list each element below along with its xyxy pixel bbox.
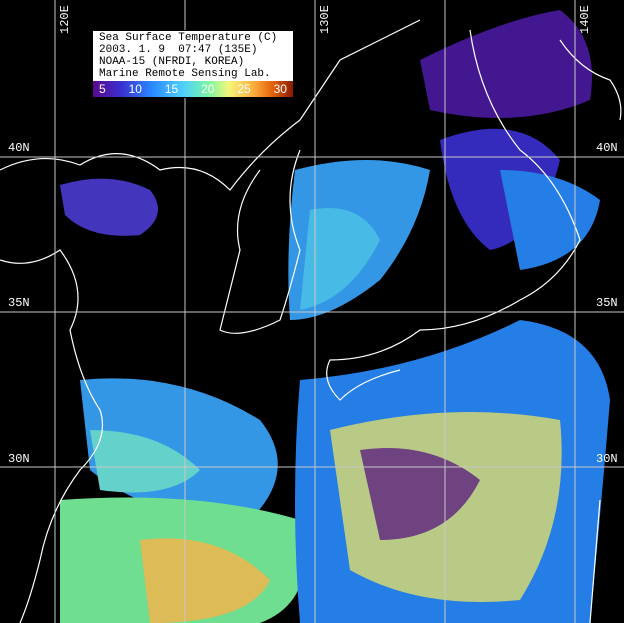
- lat-label-35n-left: 35N: [8, 296, 30, 310]
- scale-tick: 10: [128, 82, 142, 96]
- lon-label-120e: 120E: [58, 5, 72, 34]
- lon-label-140e: 140E: [578, 5, 592, 34]
- legend-satellite: NOAA-15 (NFRDI, KOREA): [99, 56, 245, 68]
- scale-tick: 5: [99, 82, 106, 96]
- legend-datetime: 2003. 1. 9 07:47 (135E): [99, 44, 258, 56]
- sst-fields: [60, 10, 610, 623]
- lat-label-35n-right: 35N: [596, 296, 618, 310]
- lat-label-30n-right: 30N: [596, 452, 618, 466]
- scale-tick: 25: [237, 82, 251, 96]
- scale-tick: 15: [164, 82, 179, 96]
- lat-label-30n-left: 30N: [8, 452, 30, 466]
- legend-box: Sea Surface Temperature (C) 2003. 1. 9 0…: [92, 30, 294, 98]
- coastlines: [0, 19, 622, 623]
- lon-label-130e: 130E: [318, 5, 332, 34]
- color-scale-bar: 5 10 15 20 25 30: [93, 81, 293, 97]
- scale-tick: 20: [201, 82, 215, 96]
- legend-title: Sea Surface Temperature (C): [99, 32, 278, 44]
- scale-tick: 30: [273, 82, 287, 96]
- lat-label-40n-left: 40N: [8, 141, 30, 155]
- legend-lab: Marine Remote Sensing Lab.: [99, 68, 271, 80]
- lat-label-40n-right: 40N: [596, 141, 618, 155]
